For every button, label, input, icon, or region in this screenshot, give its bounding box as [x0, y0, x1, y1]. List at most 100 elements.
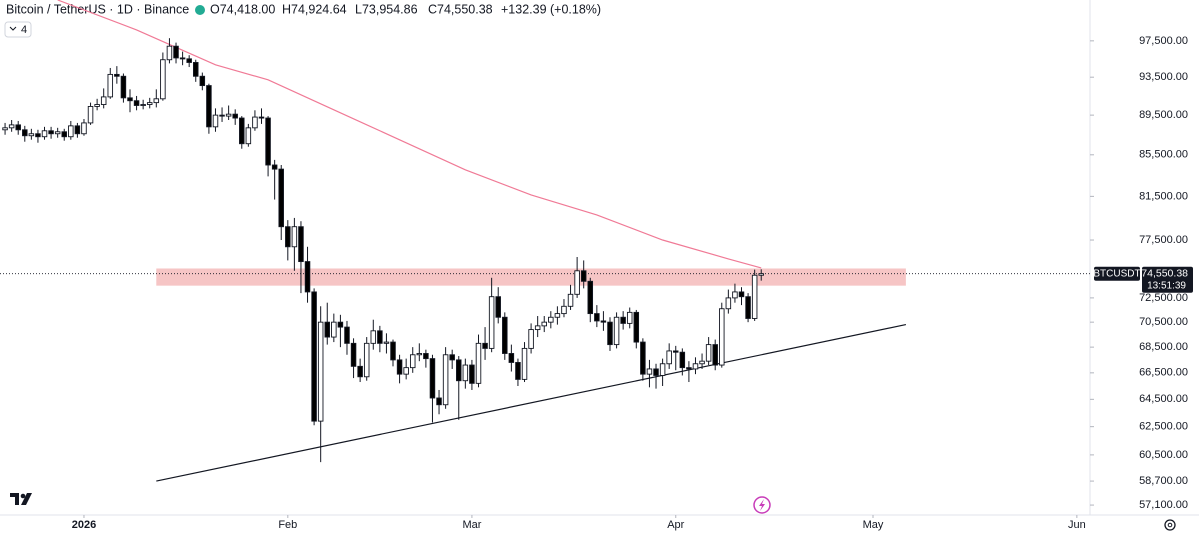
- x-tick-label: Mar: [462, 519, 481, 531]
- y-tick-label: 60,500.00: [1139, 449, 1188, 461]
- y-tick-label: 58,700.00: [1139, 475, 1188, 487]
- candle-body: [87, 105, 94, 124]
- candle-body: [61, 131, 67, 138]
- candle-body: [278, 168, 284, 228]
- candle-body: [153, 98, 160, 104]
- candle-body: [580, 270, 587, 282]
- moving-average: [57, 0, 762, 269]
- candle-body: [666, 350, 672, 365]
- candle-body: [166, 45, 173, 61]
- symbol-title: Bitcoin / TetherUS · 1D · Binance: [6, 2, 189, 16]
- candle-body: [54, 131, 61, 135]
- candle-body: [317, 321, 324, 422]
- candle-body: [265, 117, 271, 166]
- candle-body: [620, 316, 626, 324]
- candle-body: [561, 305, 567, 315]
- candle-body: [462, 364, 469, 382]
- candle-body: [409, 354, 416, 369]
- candle-body: [370, 330, 377, 344]
- candle-body: [416, 353, 423, 356]
- candle-body: [298, 226, 304, 263]
- candle-body: [127, 97, 133, 102]
- candle-body: [482, 342, 488, 349]
- candle-body: [114, 73, 120, 77]
- candle-body: [495, 296, 501, 318]
- y-tick-label: 72,500.00: [1139, 292, 1188, 304]
- candle-body: [456, 359, 462, 382]
- x-tick-label: Feb: [278, 519, 297, 531]
- candle-body: [488, 296, 495, 349]
- candle-body: [613, 316, 620, 346]
- candle-body: [15, 124, 21, 131]
- candle-body: [48, 130, 54, 135]
- candle-body: [212, 114, 219, 128]
- market-status[interactable]: [195, 5, 205, 15]
- candle-body: [324, 321, 331, 338]
- symbol-tag-bg: [1094, 266, 1140, 281]
- candle-body: [692, 363, 699, 370]
- candle-body: [357, 365, 363, 378]
- candle-body: [28, 133, 35, 137]
- candle-body: [160, 59, 166, 100]
- y-tick-label: 70,500.00: [1139, 316, 1188, 328]
- candle-body: [640, 341, 646, 375]
- candle-body: [442, 354, 449, 406]
- ohlc-value: +132.39 (+0.18%): [501, 2, 601, 16]
- candle-body: [633, 311, 640, 343]
- ohlc-value: C74,550.38: [428, 2, 493, 16]
- y-tick-label: 93,500.00: [1139, 71, 1188, 83]
- candle-body: [469, 364, 475, 384]
- flash-icon[interactable]: [753, 496, 771, 514]
- candle-body: [521, 347, 528, 380]
- candle-body: [626, 311, 633, 324]
- resistance-zone: [156, 268, 906, 286]
- last-price-bg: [1142, 266, 1193, 293]
- candle-body: [186, 58, 192, 63]
- candle-body: [554, 313, 561, 318]
- candle-body: [258, 116, 265, 119]
- candle-body: [179, 57, 186, 60]
- ohlc-header: O74,418.00 H74,924.64 L73,954.86 C74,550.38…: [210, 2, 601, 16]
- candle-body: [337, 321, 344, 328]
- candle-body: [41, 130, 48, 138]
- candle-body: [225, 113, 232, 117]
- candle-body: [541, 321, 547, 327]
- candle-body: [679, 351, 686, 369]
- ohlc-value: O74,418.00: [210, 2, 275, 16]
- candle-body: [719, 308, 725, 366]
- candle-body: [199, 75, 206, 87]
- candle-body: [107, 73, 114, 98]
- indicator-toggle[interactable]: [4, 21, 32, 38]
- candle-body: [686, 367, 692, 370]
- y-tick-label: 57,100.00: [1139, 499, 1188, 511]
- candle-body: [245, 127, 252, 145]
- candle-body: [271, 164, 278, 170]
- candle-body: [594, 313, 600, 322]
- candle-body: [331, 321, 337, 338]
- candle-body: [732, 291, 738, 299]
- candle-body: [304, 261, 311, 293]
- x-tick-label: May: [863, 519, 884, 531]
- y-tick-label: 97,500.00: [1139, 35, 1188, 47]
- candle-body: [699, 360, 705, 365]
- candle-body: [133, 100, 140, 106]
- candle-body: [567, 293, 574, 307]
- candle-body: [475, 342, 482, 384]
- candle-body: [436, 397, 442, 406]
- candle-body: [534, 325, 541, 331]
- candle-body: [515, 362, 521, 380]
- candle-body: [206, 85, 212, 128]
- candle-body: [390, 341, 396, 361]
- candle-body: [528, 329, 534, 349]
- candle-body: [100, 96, 107, 105]
- y-tick-label: 66,500.00: [1139, 367, 1188, 379]
- tv-logo[interactable]: [10, 493, 32, 505]
- candle-body: [35, 133, 41, 138]
- x-tick-label: Apr: [667, 519, 684, 531]
- candle-body: [363, 342, 370, 378]
- y-tick-label: 62,500.00: [1139, 421, 1188, 433]
- settings-icon[interactable]: [1164, 519, 1176, 531]
- candle-body: [94, 104, 100, 107]
- candle-body: [502, 316, 508, 354]
